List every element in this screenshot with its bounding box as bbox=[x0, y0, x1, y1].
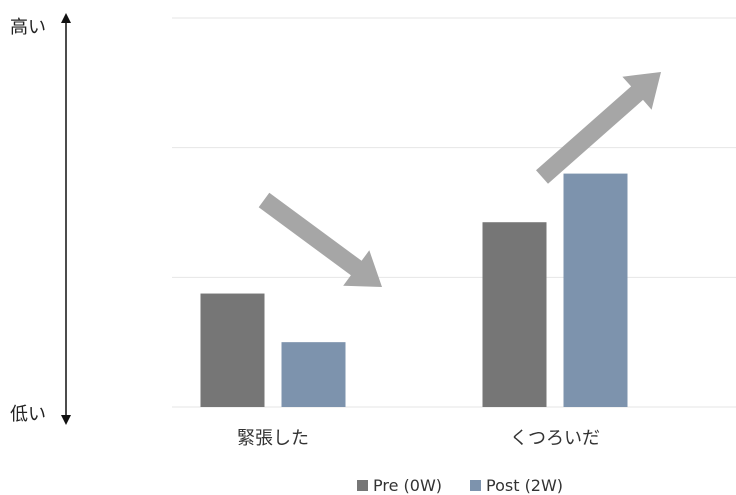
bar-pre-0 bbox=[200, 293, 265, 407]
x-tick-label: 緊張した bbox=[237, 428, 309, 449]
trend-arrows bbox=[258, 72, 661, 287]
bars bbox=[200, 173, 628, 407]
trend-arrow-up bbox=[536, 72, 661, 184]
x-tick-labels: 緊張した くつろいだ bbox=[237, 428, 600, 449]
legend-label-post: Post (2W) bbox=[486, 476, 563, 495]
gridlines bbox=[172, 17, 736, 408]
legend-swatch-pre bbox=[357, 480, 368, 491]
y-axis-bottom-label: 低い bbox=[10, 404, 46, 425]
bar-post-0 bbox=[281, 342, 346, 407]
legend: Pre (0W) Post (2W) bbox=[357, 476, 563, 495]
legend-swatch-post bbox=[470, 480, 481, 491]
x-tick-label: くつろいだ bbox=[510, 428, 600, 449]
bar-post-1 bbox=[563, 173, 628, 407]
y-axis-top-label: 高い bbox=[10, 17, 46, 38]
trend-arrow-down bbox=[258, 192, 382, 287]
legend-label-pre: Pre (0W) bbox=[373, 476, 442, 495]
bar-pre-1 bbox=[482, 222, 547, 407]
